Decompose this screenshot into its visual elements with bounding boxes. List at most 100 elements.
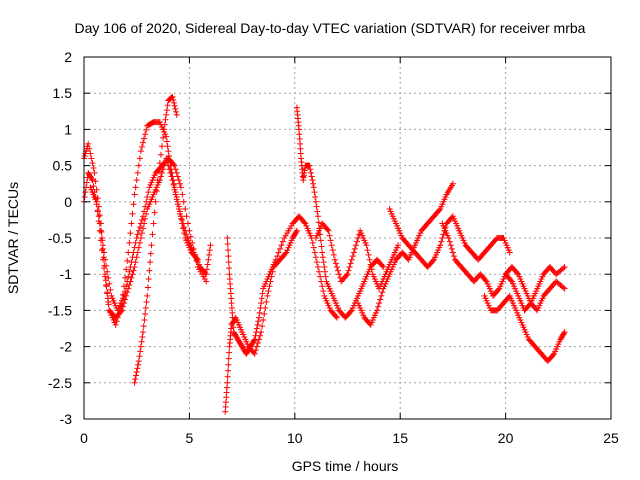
data-point <box>312 193 319 200</box>
data-point <box>368 266 375 273</box>
data-point <box>293 228 300 235</box>
data-point <box>135 361 142 368</box>
data-point <box>134 169 141 176</box>
data-point <box>251 337 258 344</box>
data-point <box>317 273 324 280</box>
data-point <box>251 336 258 343</box>
data-point <box>349 253 356 260</box>
data-point <box>125 273 132 280</box>
data-point <box>321 263 328 270</box>
data-point <box>126 268 133 275</box>
data-point <box>148 242 155 249</box>
data-point <box>380 263 387 270</box>
data-point <box>153 187 160 194</box>
series-track-d <box>131 93 180 386</box>
data-point <box>206 247 213 254</box>
data-point <box>87 150 94 157</box>
data-point <box>152 198 159 205</box>
x-tick-label: 0 <box>80 430 88 446</box>
data-point <box>142 131 149 138</box>
x-tick-label: 10 <box>287 430 303 446</box>
data-point <box>351 245 358 252</box>
data-point <box>93 198 100 205</box>
data-point <box>88 175 95 182</box>
data-point <box>127 230 134 237</box>
series-track-i <box>355 180 456 328</box>
data-point <box>134 249 141 256</box>
data-point <box>144 284 151 291</box>
series-track-h <box>312 220 402 292</box>
data-point <box>161 121 168 128</box>
data-point <box>180 198 187 205</box>
data-point <box>117 308 124 315</box>
data-point <box>124 289 131 296</box>
data-point <box>106 280 113 287</box>
data-point <box>124 257 131 264</box>
y-tick-label: -1 <box>60 266 73 282</box>
data-point <box>169 93 176 100</box>
data-point <box>314 263 321 270</box>
series-track-k <box>439 220 568 314</box>
data-point <box>449 180 456 187</box>
data-point <box>104 290 111 297</box>
data-point <box>445 235 452 241</box>
y-tick-label: 0 <box>64 194 72 210</box>
data-point <box>126 282 133 289</box>
series-track-c <box>87 155 201 321</box>
data-point <box>202 269 209 276</box>
data-point <box>224 373 231 380</box>
data-point <box>171 102 178 109</box>
data-point <box>141 135 148 142</box>
y-tick-label: -2 <box>60 339 73 355</box>
y-tick-label: 1.5 <box>53 85 73 101</box>
data-point <box>163 111 170 118</box>
data-point <box>182 206 189 213</box>
data-point <box>379 262 386 269</box>
data-point <box>257 304 264 311</box>
data-point <box>140 139 147 146</box>
data-point <box>172 191 179 198</box>
data-point <box>316 268 323 275</box>
data-point <box>263 298 270 305</box>
data-point <box>144 193 151 200</box>
data-point <box>138 230 145 237</box>
data-point <box>526 301 533 308</box>
data-point <box>329 247 336 254</box>
data-point <box>164 102 171 109</box>
grid-lines <box>84 57 611 419</box>
data-point <box>123 266 130 273</box>
data-point <box>309 177 316 184</box>
data-point <box>163 155 170 162</box>
data-point <box>168 173 175 180</box>
data-point <box>328 242 335 249</box>
data-point <box>83 179 90 186</box>
data-point <box>126 239 133 246</box>
data-point <box>203 278 210 285</box>
data-point <box>171 162 178 169</box>
data-point <box>224 235 231 241</box>
data-point <box>307 166 314 173</box>
data-point <box>252 332 259 339</box>
data-point <box>172 166 179 173</box>
data-point <box>133 368 140 375</box>
data-point <box>282 250 289 257</box>
chart-title: Day 106 of 2020, Sidereal Day-to-day VTE… <box>75 20 586 36</box>
data-point <box>157 173 164 180</box>
data-point <box>326 232 333 239</box>
data-point <box>346 263 353 270</box>
data-point <box>98 247 105 254</box>
data-point <box>332 260 339 267</box>
data-point <box>560 284 567 291</box>
data-point <box>301 219 308 226</box>
y-tick-label: 0.5 <box>53 158 73 174</box>
data-point <box>224 379 231 386</box>
data-point <box>275 249 282 256</box>
data-point <box>274 253 281 260</box>
data-point <box>140 225 147 232</box>
data-point <box>259 323 266 330</box>
data-point <box>129 271 136 278</box>
data-point <box>265 288 272 295</box>
data-point <box>163 133 170 140</box>
data-point <box>312 254 319 261</box>
data-point <box>186 227 193 234</box>
